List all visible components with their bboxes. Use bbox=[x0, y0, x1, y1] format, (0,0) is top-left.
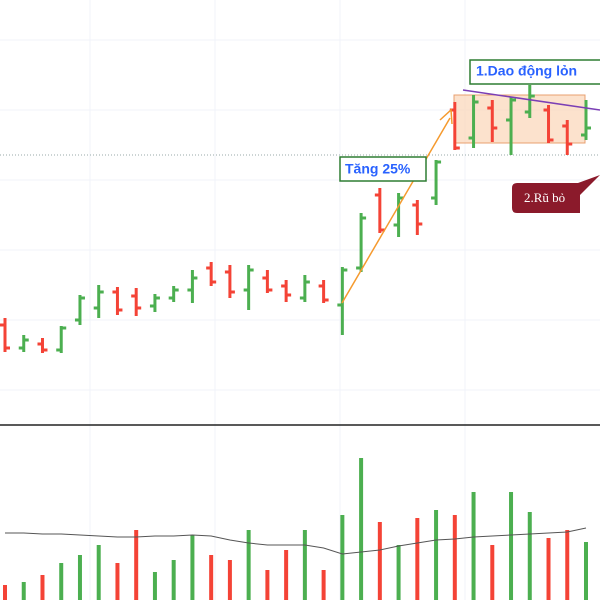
arrow-head bbox=[439, 108, 453, 125]
volume-bar bbox=[77, 555, 82, 600]
volume-bar bbox=[302, 530, 307, 600]
volume-bar bbox=[527, 512, 532, 600]
volume-bar bbox=[134, 530, 139, 600]
annotation-box bbox=[469, 59, 600, 85]
volume-bar bbox=[171, 560, 176, 600]
volume-bar bbox=[21, 582, 26, 600]
volume-bar bbox=[59, 563, 64, 600]
volume-bar bbox=[265, 570, 270, 600]
volume-bar bbox=[359, 458, 364, 600]
volume-bar bbox=[152, 572, 157, 600]
annotation: Tăng 25% bbox=[345, 161, 411, 177]
volume-bar bbox=[396, 545, 401, 600]
volume-bar bbox=[584, 542, 588, 600]
volume-bar bbox=[509, 492, 514, 600]
volume-bar bbox=[377, 522, 382, 600]
volume-bar bbox=[227, 560, 232, 600]
volume-bar bbox=[546, 538, 551, 600]
volume-bar bbox=[96, 545, 101, 600]
volume-bar bbox=[452, 515, 457, 600]
callout bbox=[512, 175, 600, 213]
volume-bar bbox=[321, 570, 326, 600]
annotation-box bbox=[339, 156, 427, 182]
volume-bar bbox=[415, 518, 420, 600]
volume-bar bbox=[340, 515, 345, 600]
volume-bar bbox=[565, 530, 570, 600]
trend-line bbox=[462, 89, 600, 111]
volume-bar bbox=[190, 535, 195, 600]
volume-bar bbox=[3, 585, 7, 600]
volume-bar bbox=[209, 555, 214, 600]
annotation: 2.Rũ bỏ bbox=[524, 190, 565, 205]
volume-bar bbox=[490, 545, 495, 600]
volume-bar bbox=[434, 510, 439, 600]
volume-bar bbox=[115, 563, 120, 600]
volume-ma-line bbox=[5, 527, 587, 555]
rise-arrow bbox=[341, 117, 451, 304]
volume-bar bbox=[471, 492, 476, 600]
volume-bar bbox=[40, 575, 45, 600]
annotation: 1.Dao động lỏn bbox=[476, 63, 577, 79]
volume-bar bbox=[284, 550, 289, 600]
volume-bar bbox=[246, 530, 251, 600]
